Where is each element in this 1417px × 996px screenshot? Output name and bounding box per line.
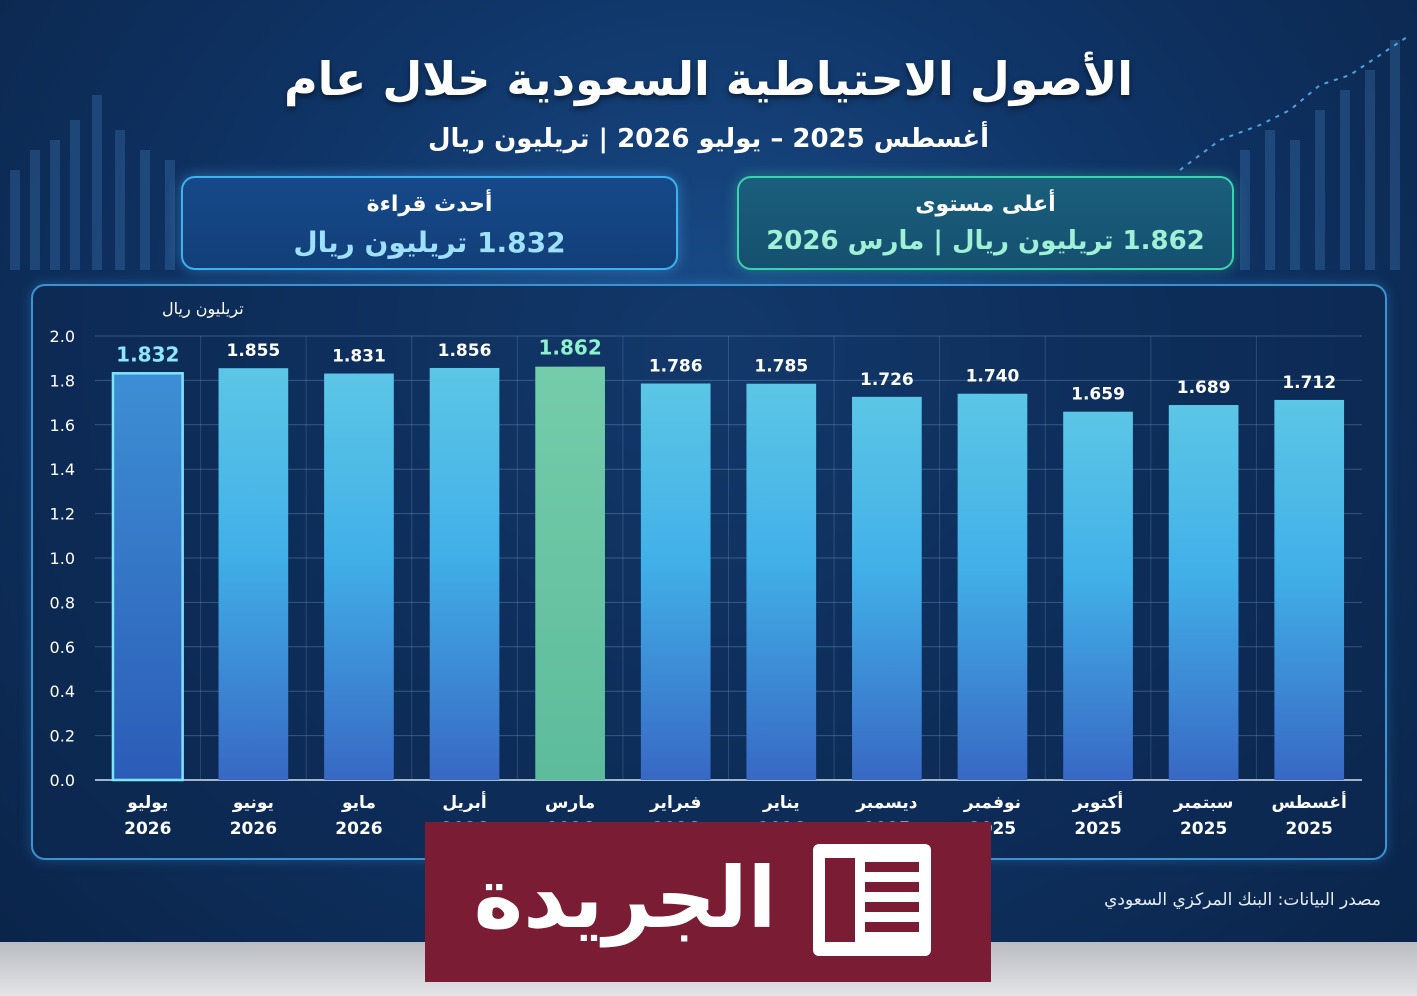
x-tick-year-label: 2026 [230,819,277,839]
bar [640,383,711,780]
bar [218,368,289,780]
x-tick-label: سبتمبر [1173,793,1234,813]
bar-value-label: 1.832 [116,342,179,366]
x-tick-label: فبراير [649,793,701,813]
peak-level-card: أعلى مستوى 1.862 تريليون ريال | مارس 202… [737,176,1234,270]
x-tick-year-label: 2025 [1074,819,1121,839]
x-tick-label: أغسطس [1272,791,1347,813]
latest-reading-card: أحدث قراءة 1.832 تريليون ريال [181,176,678,270]
bar [429,367,500,780]
page-subtitle: أغسطس 2025 – يوليو 2026 | تريليون ريال [427,124,990,154]
y-tick-label: 1.0 [50,549,75,568]
bar-value-label: 1.740 [966,367,1020,387]
x-tick-year-label: 2026 [335,819,382,839]
newspaper-icon [813,844,931,956]
bar [1274,399,1345,780]
bar-value-label: 1.659 [1071,385,1125,405]
x-tick-year-label: 2026 [124,819,171,839]
page-title: الأصول الاحتياطية السعودية خلال عام [283,52,1134,106]
bar [957,393,1028,780]
y-tick-label: 1.2 [50,505,75,524]
y-tick-label: 1.4 [50,460,75,479]
y-tick-label: 1.6 [50,416,75,435]
bar [852,396,922,780]
x-tick-year-label: 2025 [1286,819,1333,839]
x-tick-label: مايو [341,793,376,813]
data-source: مصدر البيانات: البنك المركزي السعودي [1104,890,1381,910]
x-tick-label: نوفمبر [963,793,1021,813]
bar-value-label: 1.862 [538,336,601,360]
bar [324,373,394,780]
watermark-logo: الجريدة [425,822,991,982]
bar-value-label: 1.831 [332,347,386,367]
peak-level-value: 1.862 تريليون ريال | مارس 2026 [766,226,1205,256]
x-tick-label: يونيو [232,793,274,813]
latest-reading-label: أحدث قراءة [366,192,493,217]
bar [535,366,605,780]
x-tick-label: ديسمبر [855,793,918,813]
x-tick-label: يوليو [126,793,168,813]
bar-value-label: 1.786 [649,357,703,377]
bar [746,383,817,780]
bar-value-label: 1.855 [226,341,280,361]
x-tick-label: يناير [762,793,800,813]
logo-text: الجريدة [473,849,777,947]
y-tick-label: 0.6 [50,638,75,657]
x-tick-label: أكتوبر [1072,791,1123,813]
bar-value-label: 1.856 [438,341,492,361]
bar [1063,411,1133,780]
bar-value-label: 1.712 [1282,373,1336,393]
x-tick-year-label: 2025 [1180,819,1227,839]
y-tick-label: 0.2 [50,727,75,746]
y-tick-label: 0.4 [50,682,75,701]
latest-reading-value: 1.832 تريليون ريال [293,226,566,259]
y-tick-label: 0.0 [50,771,75,790]
y-tick-label: 0.8 [50,593,75,612]
y-tick-label: 2.0 [50,327,75,346]
x-tick-label: مارس [545,793,595,813]
bar [1168,405,1239,780]
peak-level-label: أعلى مستوى [915,192,1056,217]
bar-value-label: 1.726 [860,370,914,390]
bar-value-label: 1.785 [754,357,808,377]
y-tick-label: 1.8 [50,371,75,390]
x-tick-label: أبريل [442,791,486,813]
y-axis-label: تريليون ريال [162,299,244,319]
bar [111,372,184,782]
bar-value-label: 1.689 [1177,378,1231,398]
